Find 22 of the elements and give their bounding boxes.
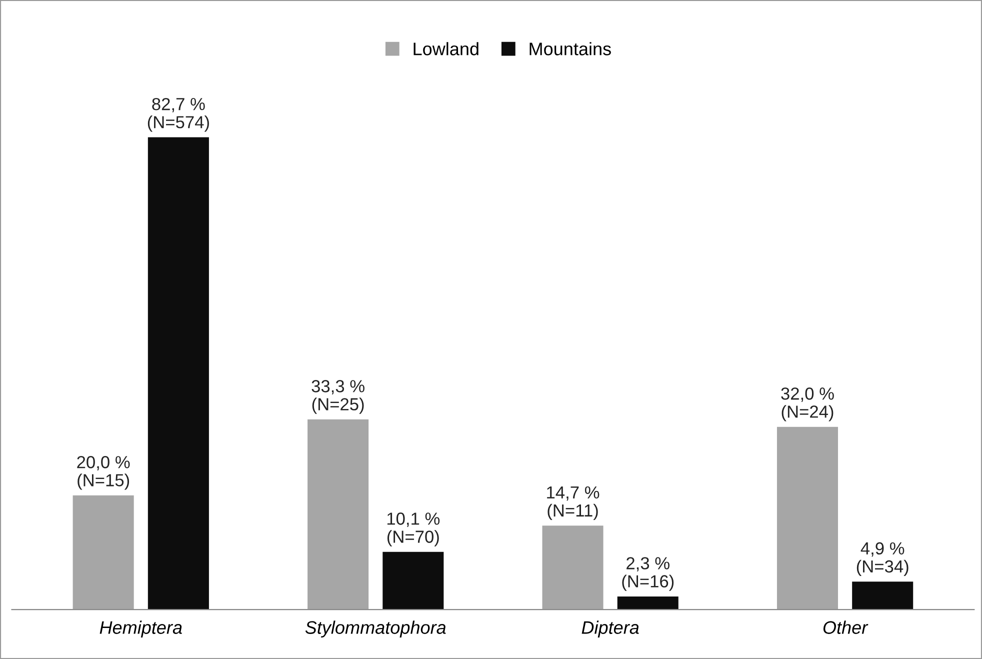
x-tick-label: Other	[823, 620, 868, 634]
x-tick-label: Hemiptera	[100, 620, 182, 638]
bar	[617, 596, 678, 610]
legend-label: Lowland	[414, 42, 478, 56]
legend-label: Mountains	[530, 42, 611, 56]
bar	[308, 419, 369, 610]
x-tick-label: Diptera	[582, 620, 639, 638]
bar	[852, 582, 914, 610]
data-label: 10,1 % (N=70)	[387, 512, 440, 546]
data-label: 82,7 % (N=574)	[148, 98, 209, 132]
data-label: 2,3 % (N=16)	[622, 557, 674, 591]
bar	[382, 552, 444, 610]
bar	[148, 137, 209, 610]
data-label: 33,3 % (N=25)	[312, 380, 364, 414]
bar	[776, 426, 838, 610]
data-label: 20,0 % (N=15)	[77, 456, 130, 490]
x-tick-label: Stylommatophora	[305, 620, 446, 638]
bar	[542, 526, 604, 610]
data-label: 4,9 % (N=34)	[856, 542, 908, 576]
data-label: 14,7 % (N=11)	[547, 486, 600, 520]
bar	[72, 495, 134, 610]
data-label: 32,0 % (N=24)	[781, 387, 834, 422]
